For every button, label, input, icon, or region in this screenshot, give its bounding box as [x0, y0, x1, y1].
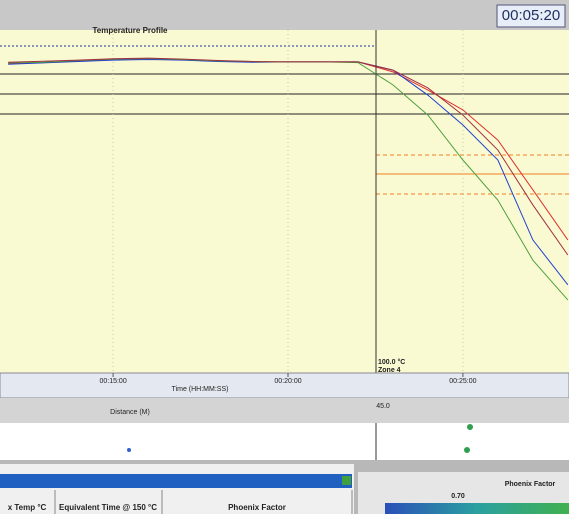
sensor-strip [0, 423, 569, 460]
zone-name: Zone 4 [378, 367, 401, 374]
reference-lines [0, 73, 569, 115]
time-axis-band [0, 372, 569, 399]
results-table [0, 464, 354, 514]
series-line [8, 57, 569, 256]
column-header: Equivalent Time @ 150 °C [59, 503, 157, 512]
clock: 00:05:20 [502, 7, 560, 24]
clock-box [496, 4, 566, 28]
table-header-bar [0, 474, 352, 488]
distance-marker: 45.0 [376, 403, 390, 410]
x-tick-label: 00:15:00 [99, 378, 126, 385]
zone-limits [376, 154, 569, 195]
zone-temp: 100.0 °C [378, 358, 405, 366]
plot-area [0, 30, 569, 373]
distance-band [0, 398, 569, 423]
sensor-dot [464, 447, 470, 453]
phoenix-value: 0.70 [451, 493, 465, 500]
x-tick-label: 00:20:00 [274, 378, 301, 385]
phoenix-title: Phoenix Factor [505, 481, 556, 488]
sensor-dot [127, 448, 131, 452]
x-axis-label: Time (HH:MM:SS) [172, 386, 229, 393]
phoenix-gradient [385, 503, 569, 514]
top-bar [0, 0, 569, 30]
column-header: Phoenix Factor [228, 503, 286, 512]
x-tick-label: 00:25:00 [449, 378, 476, 385]
column-header: x Temp °C [8, 503, 47, 512]
expand-button[interactable] [342, 476, 351, 485]
chart-title: Temperature Profile [93, 26, 169, 35]
sensor-dot [467, 424, 473, 430]
plot-layer [8, 30, 569, 373]
distance-label: Distance (M) [110, 409, 150, 416]
